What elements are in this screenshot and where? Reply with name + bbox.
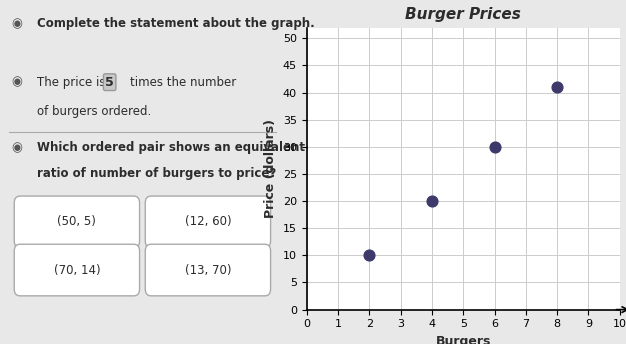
Text: 5: 5 [105,76,114,89]
Text: times the number: times the number [130,76,236,89]
Text: The price is: The price is [37,76,106,89]
FancyBboxPatch shape [14,244,140,296]
Title: Burger Prices: Burger Prices [405,7,521,22]
FancyBboxPatch shape [145,196,270,248]
Point [364,252,374,258]
Y-axis label: Price (dollars): Price (dollars) [264,119,277,218]
Text: (12, 60): (12, 60) [185,215,231,228]
X-axis label: Burgers: Burgers [436,335,491,344]
FancyBboxPatch shape [145,244,270,296]
Text: Complete the statement about the graph.: Complete the statement about the graph. [37,17,315,30]
Text: (70, 14): (70, 14) [54,264,100,277]
Point [427,198,437,204]
Text: (50, 5): (50, 5) [58,215,96,228]
Text: of burgers ordered.: of burgers ordered. [37,105,151,118]
FancyBboxPatch shape [14,196,140,248]
Text: ◉: ◉ [11,76,23,89]
Point [552,84,562,90]
Text: Which ordered pair shows an equivalent: Which ordered pair shows an equivalent [37,141,305,154]
Text: ratio of number of burgers to price?: ratio of number of burgers to price? [37,167,276,180]
Text: (13, 70): (13, 70) [185,264,231,277]
Text: ◉: ◉ [11,141,23,154]
Point [490,144,500,150]
Text: ◉: ◉ [11,17,23,30]
